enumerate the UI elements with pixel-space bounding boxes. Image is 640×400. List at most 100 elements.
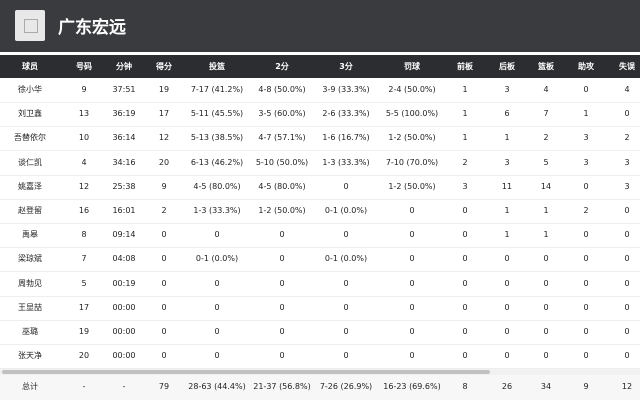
cell: 0 bbox=[279, 351, 285, 361]
cell: 0 bbox=[462, 302, 468, 312]
cell: 0 bbox=[543, 302, 549, 312]
cell: 19 bbox=[158, 85, 170, 94]
cell: 0 bbox=[279, 302, 285, 312]
column-header: 前板 bbox=[457, 62, 473, 71]
cell: 5-11 (45.5%) bbox=[190, 109, 244, 119]
cell: 2 bbox=[624, 133, 630, 143]
cell: 2-6 (33.3%) bbox=[322, 109, 370, 119]
cell: 0 bbox=[583, 351, 589, 361]
cell: 1 bbox=[583, 109, 589, 119]
cell: 姚嘉泽 bbox=[18, 181, 42, 191]
cell: 0 bbox=[462, 278, 468, 288]
cell: 0 bbox=[583, 302, 589, 312]
cell: 8 bbox=[81, 230, 87, 240]
cell: 0 bbox=[214, 278, 220, 288]
column-header: 后板 bbox=[499, 62, 515, 71]
cell: 11 bbox=[501, 181, 513, 191]
player-row: 刘卫鑫 13 36:19 17 5-11 (45.5%) 3-5 (60.0%) 2-6 (… bbox=[0, 102, 640, 128]
cell: 0 bbox=[624, 278, 630, 288]
cell: 0 bbox=[409, 254, 415, 264]
total-cell: 9 bbox=[583, 382, 589, 391]
cell: 3 bbox=[462, 181, 468, 191]
cell: 0 bbox=[409, 351, 415, 361]
cell: 2 bbox=[161, 206, 167, 215]
cell: 9 bbox=[81, 85, 87, 94]
cell: 00:00 bbox=[112, 302, 136, 312]
cell: 2 bbox=[543, 133, 549, 143]
cell: 1-3 (33.3%) bbox=[322, 157, 370, 167]
column-header: 罚球 bbox=[404, 62, 420, 71]
cell: 0 bbox=[504, 351, 510, 361]
cell: 0 bbox=[624, 230, 630, 240]
cell: 0 bbox=[279, 254, 285, 264]
cell: 00:00 bbox=[112, 327, 136, 336]
player-row: 张天净 20 00:00 0 0 0 0 0 0 0 0 0 0 bbox=[0, 344, 640, 370]
cell: 0 bbox=[624, 109, 630, 119]
cell: 1-6 (16.7%) bbox=[322, 133, 370, 143]
cell: 0 bbox=[624, 351, 630, 361]
cell: 20 bbox=[78, 351, 90, 361]
cell: 4-5 (80.0%) bbox=[193, 181, 241, 191]
cell: 0 bbox=[343, 230, 349, 240]
player-row: 赵登留 16 16:01 2 1-3 (33.3%) 1-2 (50.0%) 0-1 (0.… bbox=[0, 199, 640, 224]
cell: 9 bbox=[161, 181, 167, 191]
cell: 1 bbox=[504, 230, 510, 240]
cell: 4-8 (50.0%) bbox=[258, 85, 306, 94]
cell: 0 bbox=[343, 327, 349, 336]
cell: 0 bbox=[343, 181, 349, 191]
player-row: 姚嘉泽 12 25:38 9 4-5 (80.0%) 4-5 (80.0%) 0 1-2 (5… bbox=[0, 175, 640, 200]
cell: 0 bbox=[543, 278, 549, 288]
cell: 赵登留 bbox=[18, 206, 42, 215]
player-row: 梁琼斌 7 04:08 0 0-1 (0.0%) 0 0-1 (0.0%) 0 0 0 0 0 0 bbox=[0, 247, 640, 273]
cell: 0 bbox=[343, 278, 349, 288]
total-cell: 34 bbox=[540, 382, 552, 391]
cell: 1-2 (50.0%) bbox=[258, 206, 306, 215]
cell: 刘卫鑫 bbox=[18, 109, 42, 119]
cell: 5-13 (38.5%) bbox=[190, 133, 244, 143]
cell: 36:14 bbox=[112, 133, 136, 143]
cell: 3 bbox=[583, 157, 589, 167]
cell: 3 bbox=[504, 157, 510, 167]
cell: 2 bbox=[583, 206, 589, 215]
cell: 0 bbox=[462, 351, 468, 361]
cell: 37:51 bbox=[112, 85, 136, 94]
cell: 16 bbox=[78, 206, 90, 215]
cell: 1-3 (33.3%) bbox=[193, 206, 241, 215]
cell: 6 bbox=[504, 109, 510, 119]
column-header: 号码 bbox=[76, 62, 92, 71]
cell: 0 bbox=[504, 302, 510, 312]
column-header: 失误 bbox=[619, 62, 635, 71]
cell: 20 bbox=[158, 157, 170, 167]
total-cell: 16-23 (69.6%) bbox=[383, 382, 441, 391]
cell: 3 bbox=[624, 181, 630, 191]
cell: 4 bbox=[624, 85, 630, 94]
cell: 0 bbox=[409, 278, 415, 288]
cell: 王显喆 bbox=[18, 302, 42, 312]
cell: 0 bbox=[583, 254, 589, 264]
cell: 0 bbox=[279, 230, 285, 240]
cell: 0 bbox=[462, 327, 468, 336]
cell: 0 bbox=[504, 278, 510, 288]
total-cell: 28-63 (44.4%) bbox=[188, 382, 246, 391]
team-logo bbox=[15, 10, 45, 41]
total-cell: 79 bbox=[158, 382, 170, 391]
cell: 0 bbox=[214, 230, 220, 240]
cell: 3-5 (60.0%) bbox=[258, 109, 306, 119]
column-header: 投篮 bbox=[209, 62, 225, 71]
cell: 2-4 (50.0%) bbox=[388, 85, 436, 94]
column-header: 助攻 bbox=[578, 62, 594, 71]
cell: 04:08 bbox=[112, 254, 136, 264]
scrollbar bbox=[0, 369, 640, 375]
cell: 6-13 (46.2%) bbox=[190, 157, 244, 167]
column-header: 3分 bbox=[339, 62, 353, 71]
cell: 梁琼斌 bbox=[18, 254, 42, 264]
cell: 4-5 (80.0%) bbox=[258, 181, 306, 191]
cell: 0 bbox=[214, 327, 220, 336]
header-bar: 广东宏远 bbox=[0, 0, 640, 52]
cell: 00:19 bbox=[112, 278, 136, 288]
cell: 0 bbox=[624, 302, 630, 312]
cell: 34:16 bbox=[112, 157, 136, 167]
cell: 0 bbox=[279, 327, 285, 336]
cell: 0 bbox=[161, 278, 167, 288]
cell: 0 bbox=[462, 206, 468, 215]
